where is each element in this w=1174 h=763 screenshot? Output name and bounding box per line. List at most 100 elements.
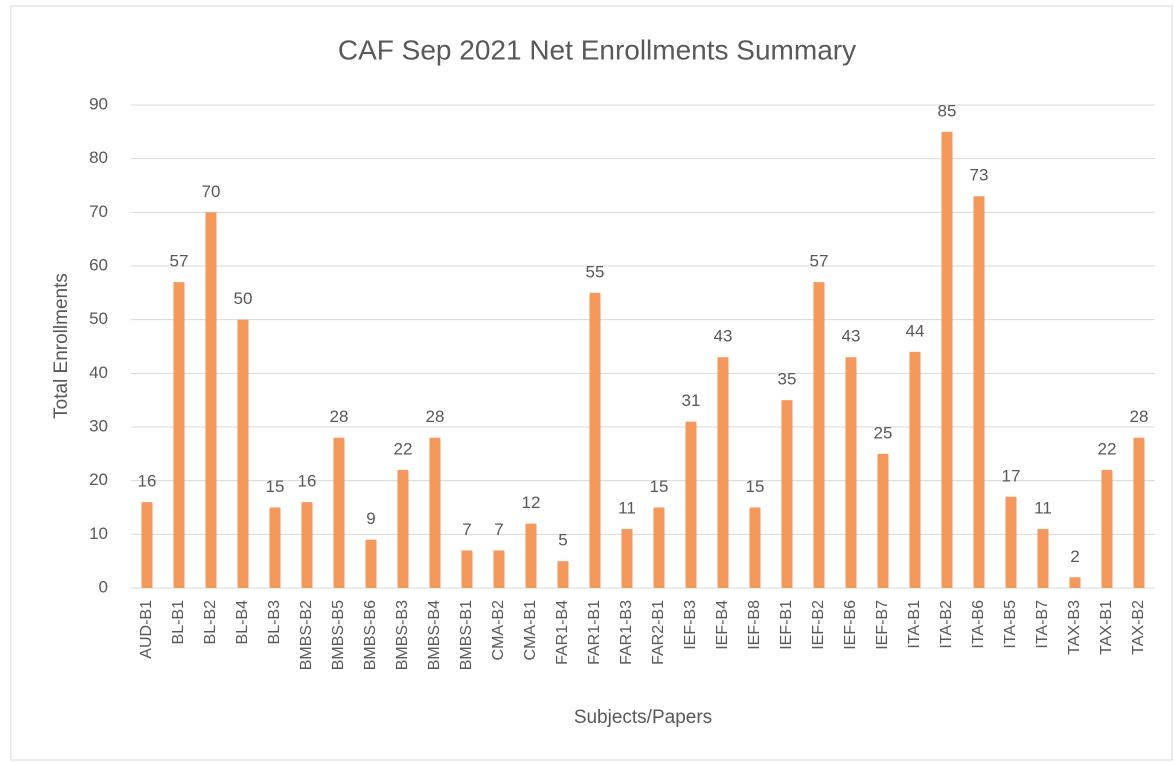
- bar: [1101, 469, 1113, 588]
- data-label: 43: [714, 327, 733, 346]
- y-tick-label: 20: [89, 470, 108, 489]
- data-label: 22: [1098, 439, 1117, 458]
- x-tick-label: BMBS-B5: [330, 600, 347, 670]
- bar: [781, 400, 793, 588]
- x-tick-label: ITA-B5: [1002, 600, 1019, 649]
- bar: [397, 469, 409, 588]
- bar: [685, 421, 697, 588]
- data-label: 57: [810, 252, 829, 271]
- x-axis-label: Subjects/Papers: [574, 707, 712, 728]
- data-label: 17: [1002, 466, 1021, 485]
- bar: [813, 282, 825, 588]
- bar: [941, 131, 953, 589]
- bar: [749, 507, 761, 588]
- x-tick-label: IEF-B7: [874, 600, 891, 650]
- bar: [909, 351, 921, 588]
- bar: [877, 453, 889, 588]
- x-tick-label: BMBS-B4: [426, 600, 443, 670]
- data-label: 55: [586, 262, 605, 281]
- y-tick-label: 50: [89, 309, 108, 328]
- bar: [141, 502, 153, 588]
- x-tick-label: FAR1-B3: [618, 600, 635, 665]
- x-tick-label: ITA-B1: [906, 600, 923, 649]
- x-tick-label: CMA-B1: [522, 600, 539, 661]
- x-tick-label: ITA-B6: [970, 600, 987, 649]
- data-label: 15: [650, 477, 669, 496]
- x-tick-label: IEF-B3: [682, 600, 699, 650]
- data-label: 12: [522, 493, 541, 512]
- data-label: 25: [874, 423, 893, 442]
- y-tick-label: 0: [99, 577, 108, 596]
- y-tick-label: 80: [89, 148, 108, 167]
- bar: [589, 292, 601, 588]
- data-label: 43: [842, 327, 861, 346]
- x-tick-label: IEF-B1: [778, 600, 795, 650]
- x-tick-label: ITA-B2: [938, 600, 955, 649]
- x-tick-label: FAR2-B1: [650, 600, 667, 665]
- x-tick-label: BMBS-B6: [362, 600, 379, 670]
- data-label: 35: [778, 370, 797, 389]
- data-label: 15: [746, 477, 765, 496]
- y-tick-label: 10: [89, 524, 108, 543]
- x-tick-label: BMBS-B2: [298, 600, 315, 670]
- y-axis-label: Total Enrollments: [51, 273, 72, 419]
- data-label: 16: [298, 472, 317, 491]
- x-tick-label: IEF-B6: [842, 600, 859, 650]
- x-tick-label: IEF-B4: [714, 600, 731, 650]
- data-label: 85: [938, 101, 957, 120]
- bar: [205, 212, 217, 589]
- y-tick-label: 40: [89, 363, 108, 382]
- data-label: 73: [970, 166, 989, 185]
- x-tick-label: BMBS-B3: [394, 600, 411, 670]
- x-tick-label: FAR1-B4: [554, 600, 571, 665]
- x-tick-label: ITA-B7: [1034, 600, 1051, 649]
- bar: [557, 561, 569, 588]
- bar: [1037, 528, 1049, 588]
- bar: [845, 357, 857, 588]
- bar: [173, 282, 185, 588]
- data-label: 9: [366, 509, 375, 528]
- x-tick-label: BL-B1: [170, 600, 187, 645]
- y-tick-label: 30: [89, 416, 108, 435]
- data-label: 5: [558, 531, 567, 550]
- data-label: 70: [202, 182, 221, 201]
- bar: [269, 507, 281, 588]
- data-label: 28: [1130, 407, 1149, 426]
- x-tick-label: CMA-B2: [490, 600, 507, 661]
- x-tick-label: AUD-B1: [138, 600, 155, 659]
- bar: [1069, 577, 1081, 588]
- bar: [429, 437, 441, 588]
- bar: [365, 539, 377, 588]
- x-tick-label: BL-B2: [202, 600, 219, 645]
- data-label: 28: [330, 407, 349, 426]
- bar: [525, 523, 537, 588]
- x-tick-label: BL-B3: [266, 600, 283, 645]
- data-label: 57: [170, 252, 189, 271]
- bar: [333, 437, 345, 588]
- y-tick-label: 60: [89, 255, 108, 274]
- data-label: 7: [462, 520, 471, 539]
- x-tick-label: IEF-B2: [810, 600, 827, 650]
- data-label: 44: [906, 321, 925, 340]
- data-label: 11: [618, 498, 636, 517]
- data-label: 7: [494, 520, 503, 539]
- bar: [461, 550, 473, 588]
- bar: [237, 319, 249, 588]
- x-tick-label: BL-B4: [234, 600, 251, 645]
- bar: [973, 196, 985, 588]
- bar: [1133, 437, 1145, 588]
- x-tick-label: TAX-B3: [1066, 600, 1083, 655]
- bar: [621, 528, 633, 588]
- x-tick-label: TAX-B2: [1130, 600, 1147, 655]
- data-label: 50: [234, 289, 253, 308]
- data-label: 31: [682, 391, 701, 410]
- bar: [653, 507, 665, 588]
- chart-title: CAF Sep 2021 Net Enrollments Summary: [338, 34, 856, 65]
- x-tick-label: IEF-B8: [746, 600, 763, 650]
- data-label: 2: [1070, 547, 1079, 566]
- data-label: 15: [266, 477, 285, 496]
- bar: [1005, 496, 1017, 588]
- y-tick-label: 90: [89, 94, 108, 113]
- data-label: 22: [394, 439, 413, 458]
